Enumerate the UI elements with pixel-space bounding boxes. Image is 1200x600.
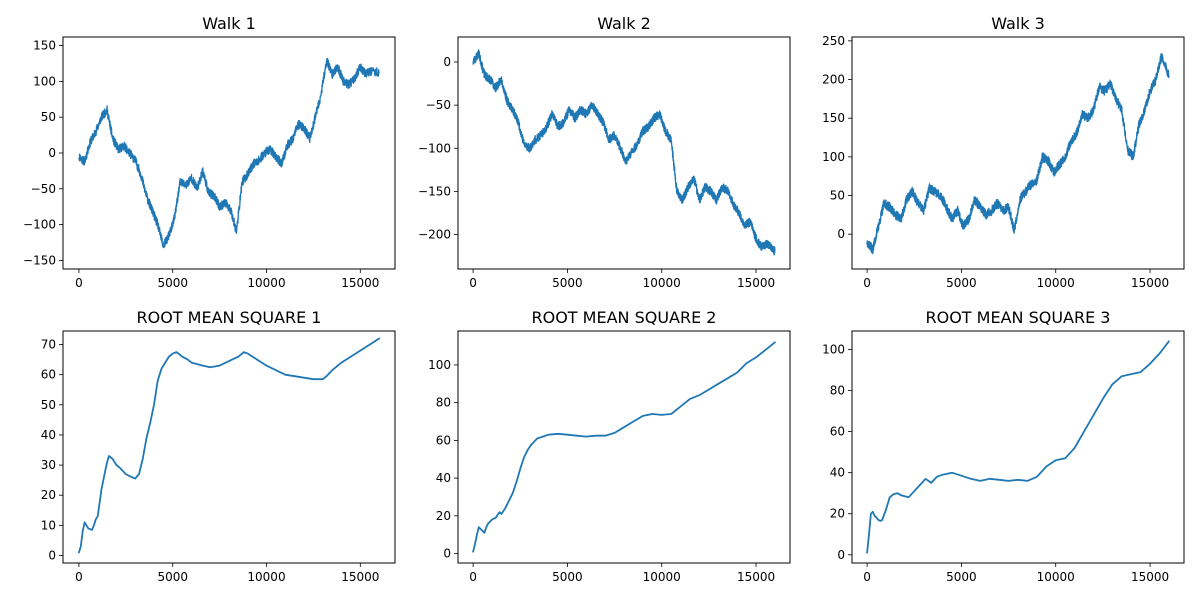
y-tick-label: 20 xyxy=(830,507,845,521)
chart-title: Walk 3 xyxy=(991,14,1045,33)
series-line xyxy=(78,57,380,249)
chart-title: Walk 2 xyxy=(597,14,651,33)
y-tick-label: 10 xyxy=(41,518,56,532)
y-tick-label: 80 xyxy=(436,396,451,410)
y-tick-label: 40 xyxy=(830,466,845,480)
y-tick-label: 0 xyxy=(48,146,56,160)
chart-title: ROOT MEAN SQUARE 2 xyxy=(532,308,717,327)
axes-frame xyxy=(851,36,1185,270)
y-tick-label: 0 xyxy=(48,548,56,562)
x-tick-label: 0 xyxy=(469,570,477,584)
x-tick-label: 15000 xyxy=(341,276,379,290)
y-tick-label: 0 xyxy=(443,547,451,561)
y-tick-label: −50 xyxy=(426,98,451,112)
y-tick-label: −200 xyxy=(418,228,451,242)
y-tick-label: 0 xyxy=(443,55,451,69)
y-tick-label: 100 xyxy=(33,74,56,88)
series-line xyxy=(472,341,776,553)
subplot-walk-2: 0 5000 10000 15000 −200 −150 −100 −50 0 Walk 2 xyxy=(418,14,791,290)
series-line xyxy=(866,52,1170,255)
x-tick-label: 10000 xyxy=(1037,276,1075,290)
x-tick-label: 10000 xyxy=(643,276,681,290)
y-tick-label: 70 xyxy=(41,338,56,352)
plot-area: 0 5000 10000 15000 0 20 40 60 80 100 xyxy=(428,330,791,584)
x-tick-label: 0 xyxy=(75,570,83,584)
y-tick-label: 250 xyxy=(822,34,845,48)
subplot-rms-3: 0 5000 10000 15000 0 20 40 60 80 100 ROOT MEAN SQ… xyxy=(822,308,1185,584)
x-tick-label: 5000 xyxy=(157,570,188,584)
x-tick-label: 5000 xyxy=(552,570,583,584)
x-tick-label: 5000 xyxy=(946,570,977,584)
chart-title: ROOT MEAN SQUARE 3 xyxy=(926,308,1111,327)
y-tick-label: 60 xyxy=(436,433,451,447)
x-tick-label: 15000 xyxy=(1131,276,1169,290)
subplot-walk-3: 0 5000 10000 15000 0 50 100 150 200 250 Walk 3 xyxy=(822,14,1185,290)
y-tick-label: 50 xyxy=(41,398,56,412)
chart-title: Walk 1 xyxy=(202,14,256,33)
plot-area: 0 5000 10000 15000 0 20 40 60 80 100 xyxy=(822,330,1185,584)
x-tick-label: 10000 xyxy=(247,276,285,290)
y-tick-label: 60 xyxy=(830,425,845,439)
y-tick-label: −50 xyxy=(31,182,56,196)
y-tick-label: 0 xyxy=(837,227,845,241)
plot-area: 0 5000 10000 15000 −200 −150 −100 −50 0 xyxy=(418,36,791,290)
y-tick-label: −150 xyxy=(418,184,451,198)
x-tick-label: 5000 xyxy=(552,276,583,290)
y-tick-label: 60 xyxy=(41,368,56,382)
y-tick-label: 150 xyxy=(822,111,845,125)
series-line xyxy=(866,340,1170,554)
y-tick-label: 40 xyxy=(41,428,56,442)
x-tick-label: 15000 xyxy=(1131,570,1169,584)
chart-title: ROOT MEAN SQUARE 1 xyxy=(137,308,322,327)
series-line xyxy=(472,49,776,256)
y-tick-label: 50 xyxy=(830,189,845,203)
plot-area: 0 5000 10000 15000 0 50 100 150 200 250 xyxy=(822,34,1185,290)
y-tick-label: 20 xyxy=(436,509,451,523)
x-tick-label: 0 xyxy=(863,570,871,584)
y-tick-label: 30 xyxy=(41,458,56,472)
x-tick-label: 15000 xyxy=(737,570,775,584)
x-tick-label: 15000 xyxy=(341,570,379,584)
x-tick-label: 15000 xyxy=(737,276,775,290)
y-tick-label: 40 xyxy=(436,471,451,485)
x-tick-label: 0 xyxy=(75,276,83,290)
y-tick-label: 50 xyxy=(41,110,56,124)
y-tick-label: 100 xyxy=(822,150,845,164)
x-tick-label: 10000 xyxy=(247,570,285,584)
x-tick-label: 0 xyxy=(863,276,871,290)
y-tick-label: 200 xyxy=(822,73,845,87)
y-tick-label: −150 xyxy=(23,253,56,267)
subplot-walk-1: 0 5000 10000 15000 −150 −100 −50 0 50 100 150 Walk… xyxy=(23,14,396,290)
series-line xyxy=(78,337,380,554)
y-tick-label: −100 xyxy=(23,218,56,232)
y-tick-label: 100 xyxy=(428,358,451,372)
subplot-rms-2: 0 5000 10000 15000 0 20 40 60 80 100 ROOT MEAN SQ… xyxy=(428,308,791,584)
y-tick-label: 100 xyxy=(822,342,845,356)
x-tick-label: 5000 xyxy=(157,276,188,290)
y-tick-label: −100 xyxy=(418,141,451,155)
x-tick-label: 0 xyxy=(469,276,477,290)
subplot-rms-1: 0 5000 10000 15000 0 10 20 30 40 50 60 70 ROOT MEAN… xyxy=(41,308,396,584)
y-tick-label: 0 xyxy=(837,548,845,562)
y-tick-label: 20 xyxy=(41,488,56,502)
axes-frame xyxy=(457,36,791,270)
axes-frame xyxy=(851,330,1185,564)
y-tick-label: 80 xyxy=(830,384,845,398)
y-tick-label: 150 xyxy=(33,39,56,53)
x-tick-label: 10000 xyxy=(643,570,681,584)
axes-frame xyxy=(457,330,791,564)
plot-area: 0 5000 10000 15000 −150 −100 −50 0 50 100 150 xyxy=(23,36,396,290)
x-tick-label: 5000 xyxy=(946,276,977,290)
plot-area: 0 5000 10000 15000 0 10 20 30 40 50 60 70 xyxy=(41,330,396,584)
axes-frame xyxy=(62,330,396,564)
x-tick-label: 10000 xyxy=(1037,570,1075,584)
